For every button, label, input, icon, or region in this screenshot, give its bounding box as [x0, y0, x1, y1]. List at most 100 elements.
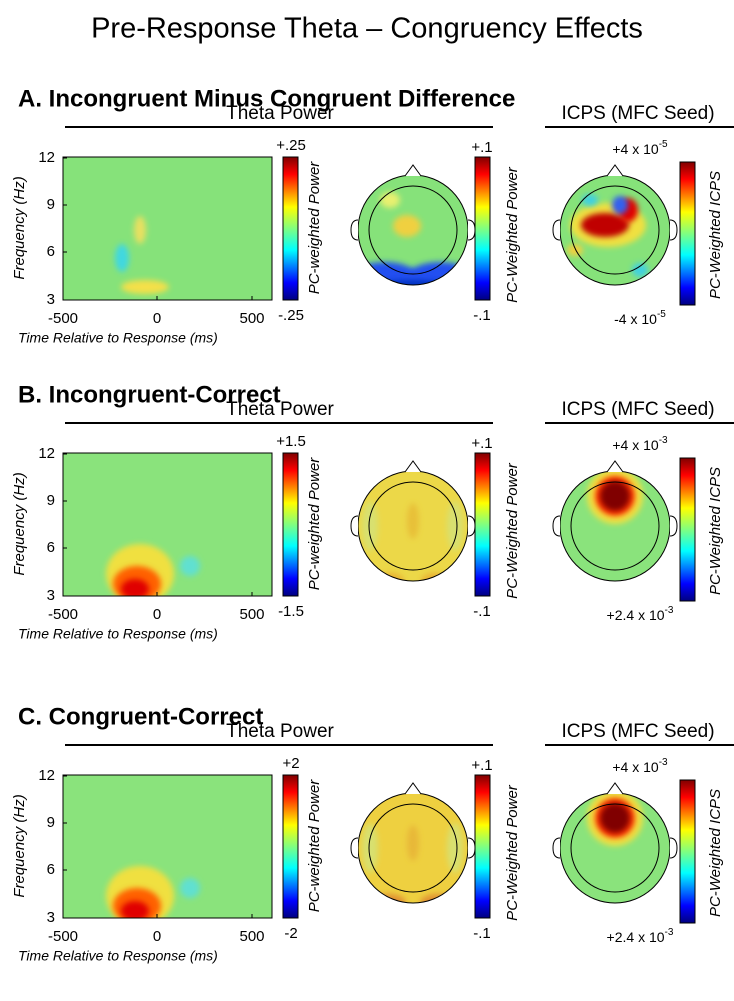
colorbar-max: +.1: [471, 757, 492, 774]
colorbar-max: +4 x 10-5: [612, 139, 668, 157]
electrode-circle: [368, 185, 458, 275]
colorbar-label: PC-Weighted Power: [504, 784, 521, 921]
map-blob: [567, 244, 583, 256]
map-blob: [612, 196, 628, 214]
colorbar-min: -.25: [278, 307, 304, 324]
electrode-circle: [368, 481, 458, 571]
map-blob: [362, 501, 378, 551]
nose: [606, 782, 624, 795]
colorbar-max: +.1: [471, 435, 492, 452]
tf-frame: [62, 452, 273, 597]
panel-heading: A. Incongruent Minus Congruent Differenc…: [18, 85, 515, 112]
nose: [404, 164, 422, 177]
ear: [350, 837, 359, 859]
colorbar-min: -.1: [473, 307, 491, 324]
figure-title: Pre-Response Theta – Congruency Effects: [91, 13, 643, 45]
sci-base: +2.4 x 10: [607, 607, 665, 623]
colorbar-label: PC-weighted Power: [306, 161, 323, 295]
colorbar-max: +2: [282, 755, 299, 772]
colorbar-min: -2: [284, 925, 297, 942]
y-tick-label: 9: [47, 492, 55, 509]
section-header: Theta Power: [226, 103, 334, 124]
y-tick-label: 9: [47, 196, 55, 213]
colorbar: [474, 452, 491, 597]
section-header: ICPS (MFC Seed): [561, 399, 714, 420]
ear: [552, 219, 561, 241]
map-blob: [134, 216, 146, 244]
colorbar: [679, 457, 696, 602]
map-blob: [421, 573, 449, 581]
nose: [606, 460, 624, 473]
y-tick-label: 12: [38, 445, 55, 462]
sci-base: -4 x 10: [614, 311, 657, 327]
map-blob: [600, 481, 630, 511]
nose: [404, 782, 422, 795]
colorbar-min: -4 x 10-5: [614, 309, 666, 327]
y-tick-label: 12: [38, 149, 55, 166]
section-header: ICPS (MFC Seed): [561, 103, 714, 124]
ear: [350, 219, 359, 241]
ear: [467, 515, 476, 537]
x-tick-label: -500: [48, 606, 78, 623]
map-blob: [447, 823, 463, 873]
colorbar-min: -.1: [473, 603, 491, 620]
colorbar-label: PC-Weighted ICPS: [707, 467, 724, 595]
panel-heading: B. Incongruent-Correct: [18, 381, 281, 408]
map-blob: [600, 803, 630, 833]
sci-exponent: -3: [659, 757, 668, 768]
x-tick-label: 0: [153, 310, 161, 327]
y-tick-label: 9: [47, 814, 55, 831]
colorbar: [282, 156, 299, 301]
map-blob: [447, 501, 463, 551]
x-tick-label: 500: [239, 310, 264, 327]
nose: [404, 460, 422, 473]
colorbar: [679, 161, 696, 306]
x-tick-label: 0: [153, 606, 161, 623]
sci-exponent: -3: [659, 435, 668, 446]
y-tick-label: 6: [47, 539, 55, 556]
map-blob: [582, 194, 598, 206]
map-blob: [407, 825, 419, 861]
sci-base: +4 x 10: [612, 437, 659, 453]
map-blob: [180, 556, 200, 576]
colorbar-label: PC-Weighted ICPS: [707, 171, 724, 299]
colorbar: [282, 774, 299, 919]
tf-frame: [62, 774, 273, 919]
map-blob: [362, 280, 462, 285]
nose: [606, 164, 624, 177]
y-tick-label: 12: [38, 767, 55, 784]
y-tick-label: 3: [47, 587, 55, 604]
map-blob: [121, 901, 149, 918]
tf-frame: [62, 156, 273, 301]
x-axis-label: Time Relative to Response (ms): [18, 330, 218, 346]
y-axis-label: Frequency (Hz): [11, 794, 28, 897]
map-blob: [121, 280, 169, 294]
colorbar-label: PC-Weighted Power: [504, 166, 521, 303]
sci-exponent: -5: [659, 139, 668, 150]
ear: [669, 219, 678, 241]
colorbar: [282, 452, 299, 597]
section-header: ICPS (MFC Seed): [561, 721, 714, 742]
sci-exponent: -5: [657, 309, 666, 320]
colorbar: [474, 774, 491, 919]
map-blob: [121, 579, 149, 596]
map-blob: [407, 503, 419, 539]
map-blob: [632, 263, 648, 277]
map-blob: [405, 262, 468, 285]
colorbar-min: -.1: [473, 925, 491, 942]
map-blob: [180, 878, 200, 898]
ear: [467, 219, 476, 241]
colorbar-max: +.1: [471, 139, 492, 156]
colorbar-label: PC-weighted Power: [306, 779, 323, 913]
colorbar-max: +1.5: [276, 433, 306, 450]
map-blob: [376, 573, 404, 581]
x-tick-label: 0: [153, 928, 161, 945]
x-tick-label: -500: [48, 310, 78, 327]
map-blob: [380, 192, 400, 208]
sci-base: +4 x 10: [612, 759, 659, 775]
y-tick-label: 6: [47, 243, 55, 260]
sci-exponent: -3: [665, 605, 674, 616]
map-blob: [362, 823, 378, 873]
y-tick-label: 3: [47, 909, 55, 926]
